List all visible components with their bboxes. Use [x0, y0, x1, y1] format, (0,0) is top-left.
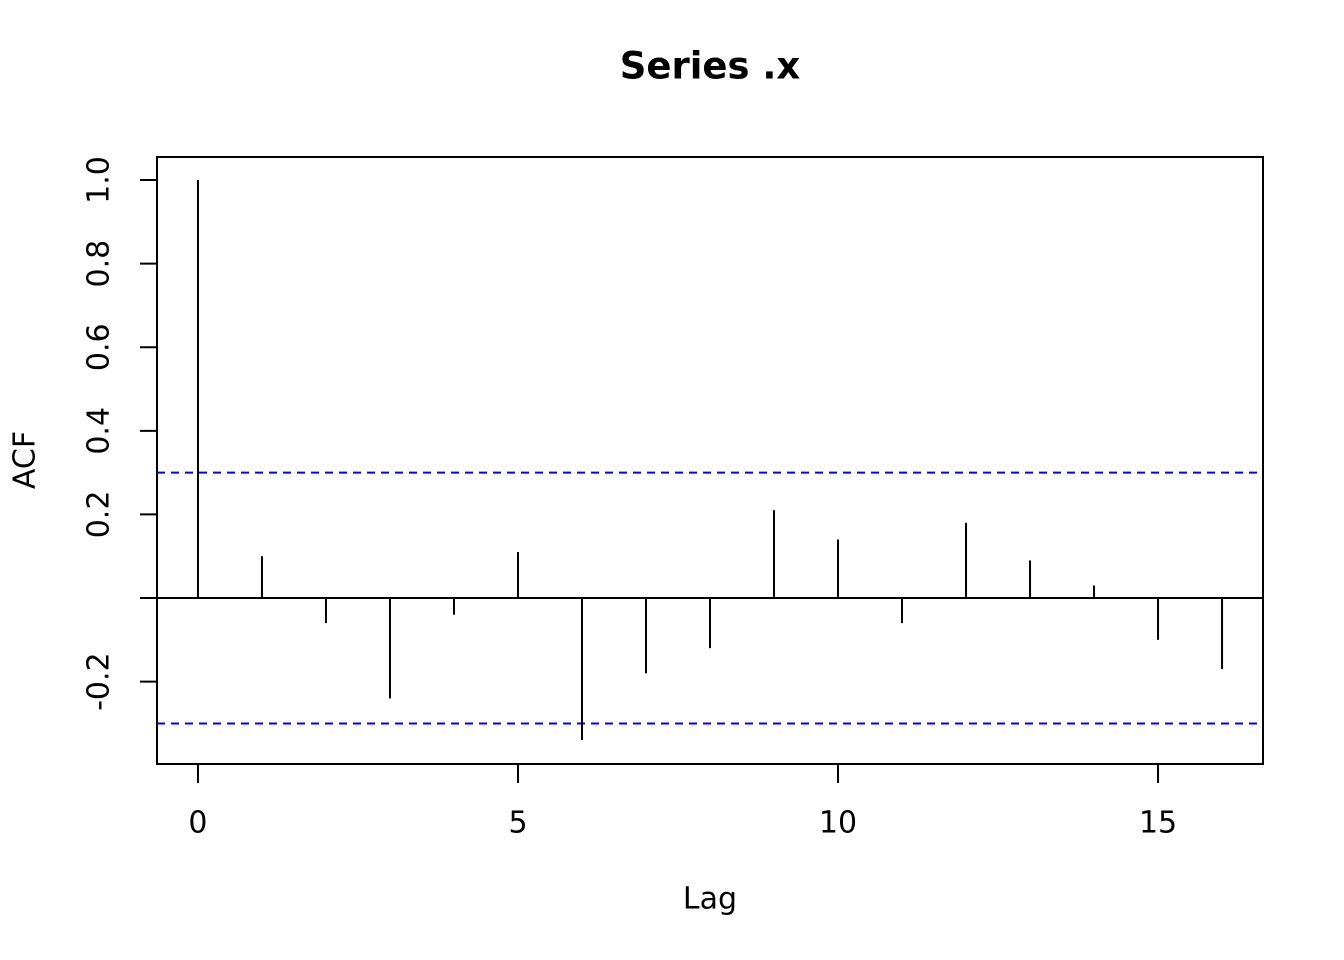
y-tick-label: -0.2: [82, 652, 117, 711]
x-tick-label: 0: [188, 806, 207, 841]
x-tick-label: 15: [1139, 806, 1177, 841]
y-tick-label: 0.8: [82, 240, 117, 288]
chart-title: Series .x: [620, 45, 801, 88]
x-tick-label: 5: [508, 806, 527, 841]
y-tick-label: 1.0: [82, 156, 117, 204]
y-tick-label: 0.6: [82, 323, 117, 371]
y-axis-label: ACF: [8, 431, 43, 489]
x-tick-label: 10: [819, 806, 857, 841]
plot-frame: [156, 156, 1264, 765]
y-tick-label: 0.4: [82, 407, 117, 455]
x-axis-label: Lag: [683, 882, 737, 917]
y-tick-label: 0.2: [82, 491, 117, 539]
